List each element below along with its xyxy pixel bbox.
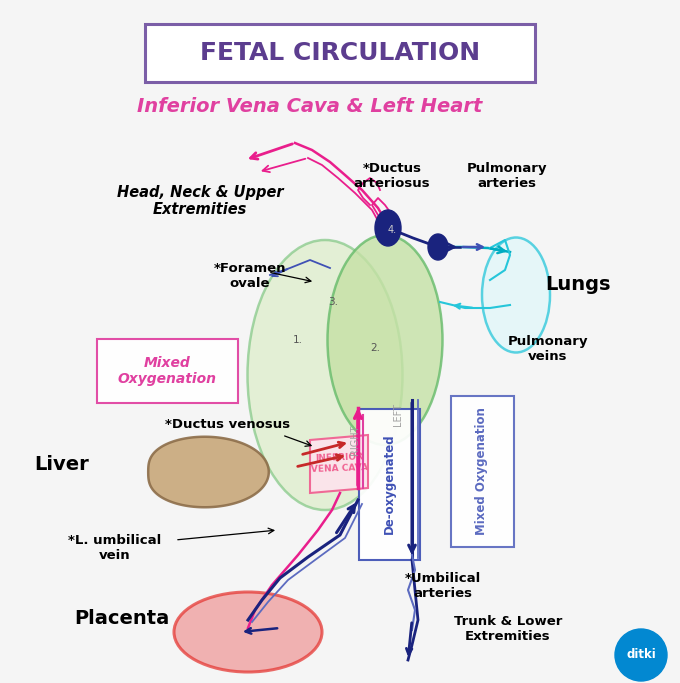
Text: *Ductus
arteriosus: *Ductus arteriosus [354, 162, 430, 190]
FancyBboxPatch shape [97, 339, 238, 403]
Text: ditki: ditki [626, 648, 656, 662]
Ellipse shape [482, 238, 550, 352]
Text: Pulmonary
veins: Pulmonary veins [508, 335, 588, 363]
Text: FETAL CIRCULATION: FETAL CIRCULATION [200, 41, 480, 65]
Text: INFERIOR
VENA CAVA: INFERIOR VENA CAVA [310, 452, 368, 474]
Text: Trunk & Lower
Extremities: Trunk & Lower Extremities [454, 615, 562, 643]
Text: RIGHT: RIGHT [350, 425, 360, 456]
FancyBboxPatch shape [358, 408, 420, 559]
Ellipse shape [248, 240, 403, 510]
Text: Lungs: Lungs [545, 275, 611, 294]
Text: *L. umbilical
vein: *L. umbilical vein [69, 534, 162, 562]
Ellipse shape [174, 592, 322, 672]
FancyBboxPatch shape [145, 24, 535, 82]
Text: *Umbilical
arteries: *Umbilical arteries [405, 572, 481, 600]
Ellipse shape [375, 210, 401, 246]
Polygon shape [148, 436, 269, 507]
Text: *Foramen
ovale: *Foramen ovale [214, 262, 286, 290]
Text: Mixed Oxygenation: Mixed Oxygenation [475, 407, 488, 535]
Circle shape [615, 629, 667, 681]
Text: Liver: Liver [35, 456, 89, 475]
Ellipse shape [428, 234, 448, 260]
FancyBboxPatch shape [450, 395, 513, 546]
Text: 2.: 2. [370, 343, 380, 353]
Text: Inferior Vena Cava & Left Heart: Inferior Vena Cava & Left Heart [137, 98, 483, 117]
Text: *Ductus venosus: *Ductus venosus [165, 419, 290, 432]
Text: 1.: 1. [293, 335, 303, 345]
Text: Placenta: Placenta [74, 609, 169, 628]
Text: De-oxygenated: De-oxygenated [382, 434, 396, 534]
Ellipse shape [328, 235, 443, 445]
Text: Mixed
Oxygenation: Mixed Oxygenation [118, 356, 216, 386]
Text: 4.: 4. [388, 225, 396, 235]
Polygon shape [310, 435, 368, 493]
Text: 3.: 3. [328, 297, 338, 307]
Text: Pulmonary
arteries: Pulmonary arteries [466, 162, 547, 190]
Text: LEFT: LEFT [393, 404, 403, 426]
Text: Head, Neck & Upper
Extremities: Head, Neck & Upper Extremities [117, 185, 284, 217]
